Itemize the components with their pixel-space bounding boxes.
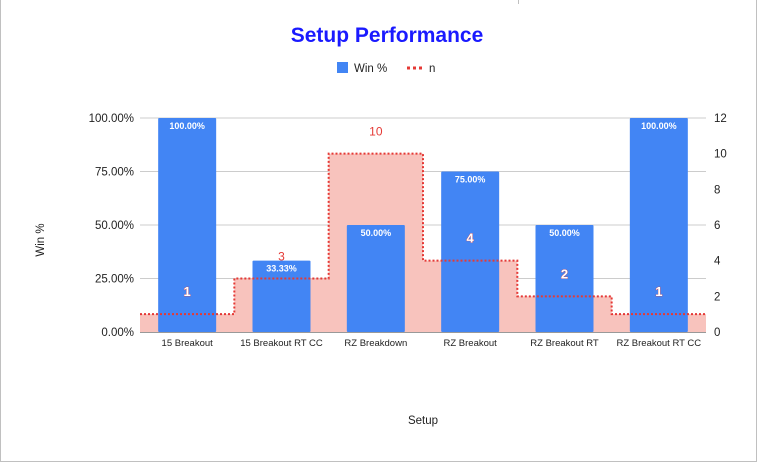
n-step-line xyxy=(140,152,706,316)
y-left-tick-label: 50.00% xyxy=(95,220,134,232)
y-left-tick-label: 0.00% xyxy=(101,327,134,339)
legend-swatch-win xyxy=(337,62,348,73)
y-right-tick-label: 6 xyxy=(714,220,720,232)
win-bar xyxy=(158,118,217,332)
n-line xyxy=(140,152,706,316)
n-data-label: 3 xyxy=(278,250,285,264)
win-bar xyxy=(535,225,594,332)
y-right-tick-label: 8 xyxy=(714,184,720,196)
x-tick-label: RZ Breakdown xyxy=(344,338,407,349)
win-bar xyxy=(441,171,500,332)
win-bar-label: 100.00% xyxy=(641,121,677,131)
frame-divider xyxy=(518,0,519,4)
n-data-label: 4 xyxy=(467,231,475,246)
win-bars xyxy=(158,118,688,332)
y-right-tick-label: 4 xyxy=(714,256,721,268)
x-tick-label: 15 Breakout xyxy=(162,338,214,349)
y-right-tick-label: 10 xyxy=(714,149,727,161)
y-right-tick-label: 12 xyxy=(714,113,727,125)
win-bar xyxy=(346,225,405,332)
chart-title: Setup Performance xyxy=(291,24,484,47)
y-axis-title: Win % xyxy=(35,223,47,256)
win-bar-label: 33.33% xyxy=(266,264,297,274)
data-labels: 100.00% 33.33% 50.00% 75.00% 50.00% 100.00% 1 3… xyxy=(169,121,676,299)
legend-label-n: n xyxy=(429,63,435,75)
x-axis-title: Setup xyxy=(408,415,438,427)
n-data-label: 2 xyxy=(561,266,568,281)
y-right-tick-label: 0 xyxy=(714,327,720,339)
x-tick-label: 15 Breakout RT CC xyxy=(240,338,323,349)
win-bar-label: 50.00% xyxy=(361,228,392,238)
y-left-tick-label: 25.00% xyxy=(95,274,134,286)
axes: 0.00%25.00%50.00%75.00%100.00%0246810121… xyxy=(89,113,727,349)
x-tick-label: RZ Breakout RT CC xyxy=(617,338,702,349)
n-data-label: 1 xyxy=(184,284,191,299)
x-tick-label: RZ Breakout xyxy=(444,338,498,349)
n-data-label: 10 xyxy=(369,125,383,139)
legend: Win % n xyxy=(337,62,435,75)
win-bar-label: 100.00% xyxy=(169,121,205,131)
legend-label-win: Win % xyxy=(354,63,387,75)
win-bar xyxy=(629,118,688,332)
win-bar xyxy=(252,260,311,332)
win-bar-label: 75.00% xyxy=(455,175,486,185)
win-bar-label: 50.00% xyxy=(549,228,580,238)
x-tick-label: RZ Breakout RT xyxy=(530,338,599,349)
y-right-tick-label: 2 xyxy=(714,291,720,303)
y-left-tick-label: 100.00% xyxy=(89,113,134,125)
n-data-label: 1 xyxy=(655,284,662,299)
y-left-tick-label: 75.00% xyxy=(95,167,134,179)
